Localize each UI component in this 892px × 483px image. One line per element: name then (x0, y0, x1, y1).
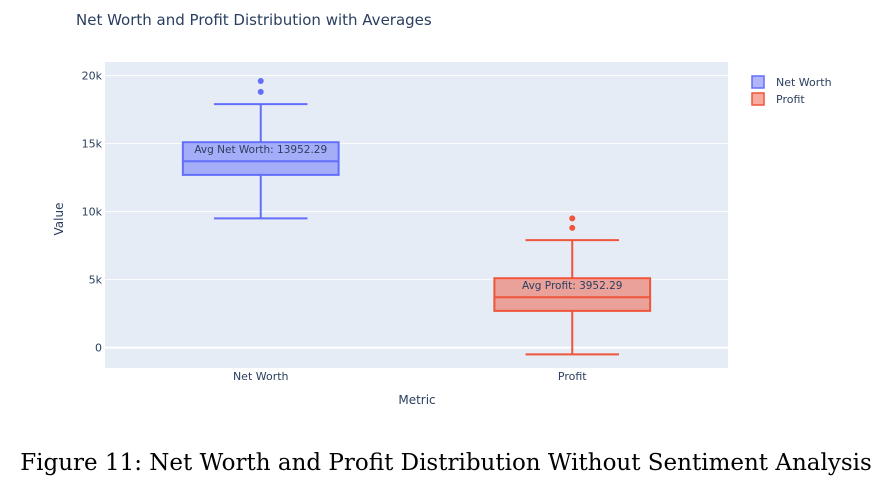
outlier-point (569, 224, 576, 231)
box-1: Avg Net Worth: 13952.29 (181, 78, 340, 220)
x-tick-label: Profit (558, 370, 587, 383)
average-annotation: Avg Net Worth: 13952.29 (194, 144, 327, 156)
y-tick-label: 0 (95, 342, 102, 355)
outlier-point (257, 78, 264, 85)
legend-swatch (751, 92, 765, 106)
legend-item-2: Profit (751, 92, 805, 106)
outlier-point (257, 88, 264, 95)
legend-label: Profit (776, 93, 805, 106)
y-axis-label: Value (52, 203, 66, 236)
y-tick-label: 5k (89, 274, 103, 287)
chart-title: Net Worth and Profit Distribution with A… (76, 11, 432, 29)
box-iqr (493, 277, 652, 312)
legend-label: Net Worth (776, 76, 832, 89)
box-iqr (181, 141, 340, 176)
y-tick-label: 20k (82, 70, 103, 83)
legend-item-1: Net Worth (751, 75, 832, 89)
x-axis-label: Metric (398, 393, 435, 407)
legend: Net Worth Profit (751, 75, 832, 106)
figure-caption: Figure 11: Net Worth and Profit Distribu… (20, 450, 872, 476)
y-tick-label: 15k (82, 138, 103, 151)
y-tick-labels: 0 5k 10k 15k 20k (82, 70, 103, 355)
legend-swatch (751, 75, 765, 89)
box-2: Avg Profit: 3952.29 (493, 215, 652, 356)
x-tick-labels: Net Worth Profit (233, 370, 587, 383)
box-plots: Avg Net Worth: 13952.29 Avg Profit: 3952.… (181, 78, 652, 356)
average-annotation: Avg Profit: 3952.29 (522, 280, 622, 292)
plot-area (105, 62, 728, 368)
x-tick-label: Net Worth (233, 370, 289, 383)
outlier-point (569, 215, 576, 222)
y-tick-label: 10k (82, 206, 103, 219)
